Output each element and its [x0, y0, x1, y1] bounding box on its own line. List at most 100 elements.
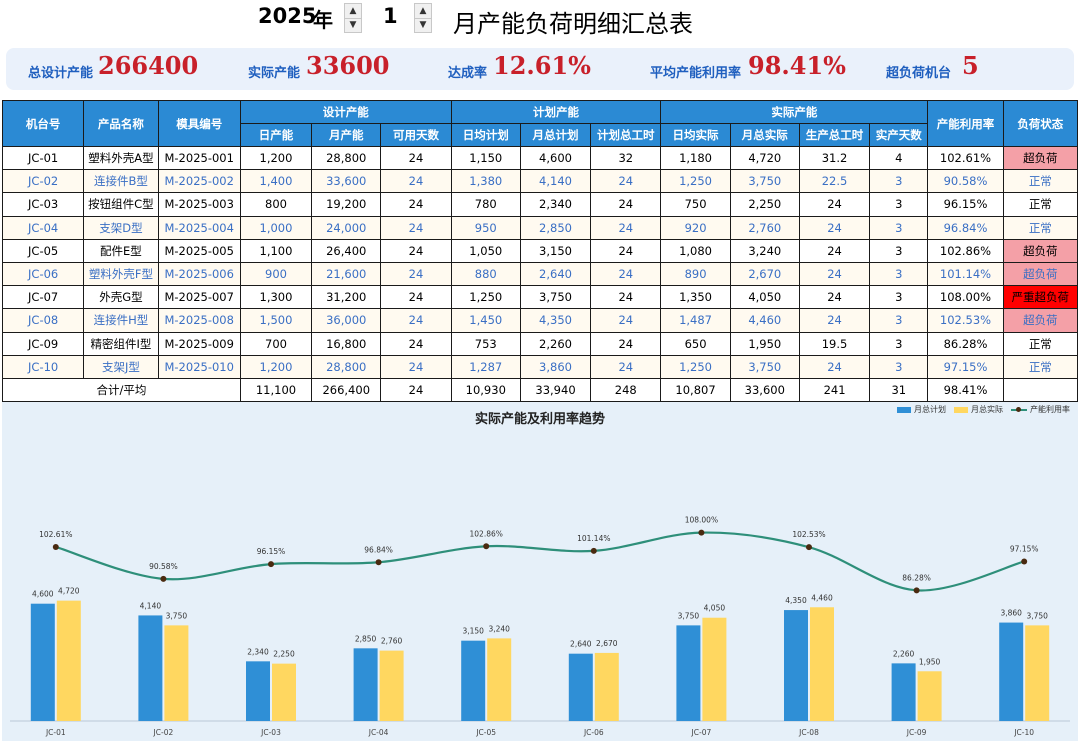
status-cell[interactable]: 正常: [1002, 215, 1079, 240]
table-cell[interactable]: 880: [450, 261, 521, 287]
year-up-arrow-icon[interactable]: ▲: [345, 4, 361, 19]
status-cell[interactable]: 正常: [1002, 354, 1079, 379]
table-cell[interactable]: M-2025-010: [157, 354, 241, 379]
table-cell[interactable]: 4: [869, 145, 929, 171]
table-cell[interactable]: 780: [450, 192, 521, 217]
table-cell[interactable]: 24: [798, 308, 871, 333]
total-cell[interactable]: 10,930: [450, 377, 521, 403]
table-cell[interactable]: 4,720: [729, 145, 800, 171]
table-cell[interactable]: 外壳G型: [83, 285, 159, 310]
table-cell[interactable]: 700: [239, 331, 313, 356]
table-cell[interactable]: 24: [798, 261, 871, 287]
table-cell[interactable]: 3: [869, 238, 929, 263]
table-cell[interactable]: 2,260: [519, 331, 592, 356]
status-cell[interactable]: 超负荷: [1002, 308, 1079, 333]
table-cell[interactable]: 4,050: [729, 285, 800, 310]
table-cell[interactable]: 24: [590, 331, 662, 356]
table-cell[interactable]: M-2025-007: [157, 285, 241, 310]
table-cell[interactable]: 3: [869, 261, 929, 287]
table-cell[interactable]: 3,750: [519, 285, 592, 310]
table-cell[interactable]: 920: [660, 215, 731, 240]
table-cell[interactable]: JC-09: [1, 331, 85, 356]
table-cell[interactable]: 102.86%: [927, 238, 1004, 263]
table-cell[interactable]: 24: [590, 261, 662, 287]
table-cell[interactable]: 1,400: [239, 169, 313, 194]
total-cell[interactable]: 33,940: [519, 377, 592, 403]
table-cell[interactable]: 24: [798, 192, 871, 217]
table-cell[interactable]: 1,180: [660, 145, 731, 171]
total-cell[interactable]: 241: [798, 377, 871, 403]
table-cell[interactable]: 108.00%: [927, 285, 1004, 310]
table-cell[interactable]: 32: [590, 145, 662, 171]
table-cell[interactable]: 24: [380, 215, 452, 240]
table-cell[interactable]: 24: [590, 308, 662, 333]
table-cell[interactable]: 24: [380, 169, 452, 194]
table-cell[interactable]: 支架J型: [83, 354, 159, 379]
table-cell[interactable]: 3: [869, 215, 929, 240]
year-down-arrow-icon[interactable]: ▼: [349, 20, 357, 30]
status-cell[interactable]: 超负荷: [1002, 261, 1079, 287]
table-cell[interactable]: 塑料外壳A型: [83, 145, 159, 171]
table-cell[interactable]: JC-05: [1, 238, 85, 263]
table-cell[interactable]: 3: [869, 285, 929, 310]
table-cell[interactable]: 3: [869, 192, 929, 217]
table-cell[interactable]: 24: [380, 285, 452, 310]
table-cell[interactable]: 24: [590, 169, 662, 194]
table-cell[interactable]: 3: [869, 354, 929, 379]
table-cell[interactable]: JC-04: [1, 215, 85, 240]
table-cell[interactable]: 24: [590, 215, 662, 240]
table-cell[interactable]: 750: [660, 192, 731, 217]
total-cell[interactable]: 266,400: [311, 377, 382, 403]
table-cell[interactable]: JC-08: [1, 308, 85, 333]
table-cell[interactable]: 2,850: [519, 215, 592, 240]
table-cell[interactable]: 24: [590, 285, 662, 310]
table-cell[interactable]: 96.15%: [927, 192, 1004, 217]
table-cell[interactable]: 1,250: [660, 169, 731, 194]
table-cell[interactable]: 连接件B型: [83, 169, 159, 194]
table-cell[interactable]: 1,350: [660, 285, 731, 310]
table-cell[interactable]: 24: [590, 354, 662, 379]
table-cell[interactable]: 24: [590, 192, 662, 217]
month-spinner[interactable]: ▲ ▼: [414, 3, 432, 33]
month-down-arrow-icon[interactable]: ▼: [419, 20, 427, 30]
table-cell[interactable]: 4,350: [519, 308, 592, 333]
table-cell[interactable]: 3,860: [519, 354, 592, 379]
total-cell[interactable]: 248: [590, 377, 662, 403]
table-cell[interactable]: 24: [380, 261, 452, 287]
table-cell[interactable]: 1,050: [450, 238, 521, 263]
table-cell[interactable]: 24: [798, 354, 871, 379]
table-cell[interactable]: JC-07: [1, 285, 85, 310]
table-cell[interactable]: 3: [869, 331, 929, 356]
table-cell[interactable]: 950: [450, 215, 521, 240]
table-cell[interactable]: 塑料外壳F型: [83, 261, 159, 287]
status-cell[interactable]: 正常: [1002, 169, 1079, 194]
table-cell[interactable]: 900: [239, 261, 313, 287]
table-cell[interactable]: 24: [798, 215, 871, 240]
table-cell[interactable]: 16,800: [311, 331, 382, 356]
table-cell[interactable]: 1,287: [450, 354, 521, 379]
status-cell[interactable]: 超负荷: [1002, 145, 1079, 171]
status-cell[interactable]: 正常: [1002, 192, 1079, 217]
table-cell[interactable]: 101.14%: [927, 261, 1004, 287]
table-cell[interactable]: 90.58%: [927, 169, 1004, 194]
table-cell[interactable]: 28,800: [311, 354, 382, 379]
table-cell[interactable]: 3,240: [729, 238, 800, 263]
table-cell[interactable]: 24: [380, 308, 452, 333]
table-cell[interactable]: 1,200: [239, 145, 313, 171]
table-cell[interactable]: M-2025-005: [157, 238, 241, 263]
table-cell[interactable]: 96.84%: [927, 215, 1004, 240]
table-cell[interactable]: M-2025-008: [157, 308, 241, 333]
total-cell[interactable]: [1002, 377, 1079, 403]
table-cell[interactable]: 1,487: [660, 308, 731, 333]
status-cell[interactable]: 超负荷: [1002, 238, 1079, 263]
table-cell[interactable]: JC-01: [1, 145, 85, 171]
table-cell[interactable]: 24: [380, 192, 452, 217]
table-cell[interactable]: 97.15%: [927, 354, 1004, 379]
year-spinner[interactable]: ▲ ▼: [344, 3, 362, 33]
table-cell[interactable]: 1,150: [450, 145, 521, 171]
table-cell[interactable]: 102.53%: [927, 308, 1004, 333]
table-cell[interactable]: 24: [798, 285, 871, 310]
table-cell[interactable]: M-2025-002: [157, 169, 241, 194]
table-cell[interactable]: M-2025-001: [157, 145, 241, 171]
table-cell[interactable]: 4,460: [729, 308, 800, 333]
